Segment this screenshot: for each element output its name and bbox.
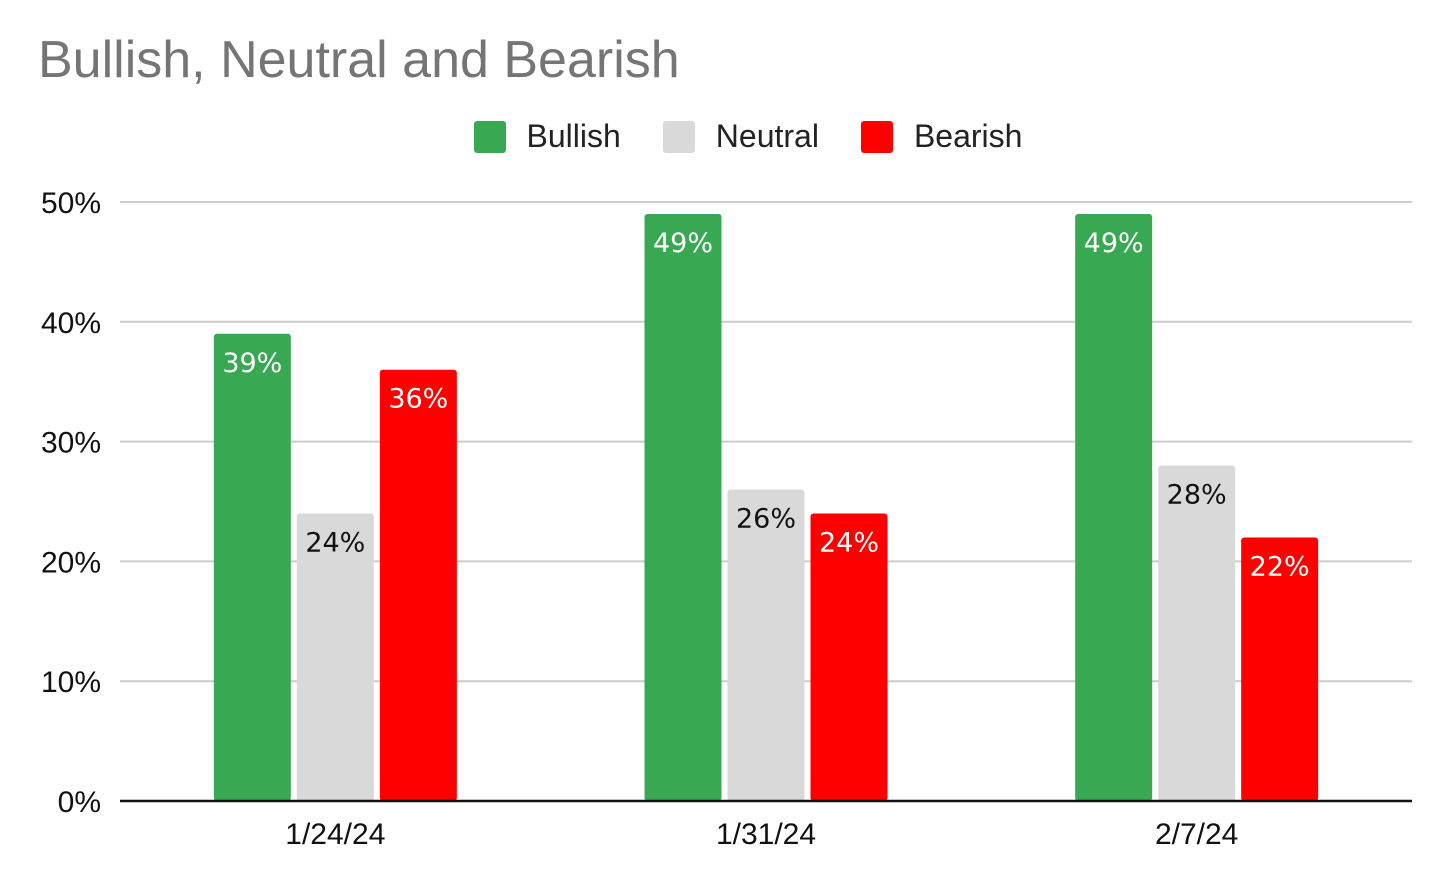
legend-item-bullish: Bullish (473, 118, 621, 155)
bar-neutral (727, 489, 805, 801)
x-tick-label: 1/24/24 (285, 818, 385, 851)
bar-data-label: 28% (1167, 480, 1227, 511)
bar-neutral (296, 513, 374, 801)
bar-bearish (810, 513, 888, 801)
bar-data-label: 36% (388, 384, 448, 415)
legend-swatch-bullish (473, 120, 506, 153)
y-tick-label: 50% (41, 187, 101, 220)
y-tick-label: 10% (41, 666, 101, 699)
legend-label-neutral: Neutral (715, 118, 819, 154)
legend-swatch-neutral (662, 120, 695, 153)
bar-data-label: 49% (653, 228, 713, 259)
legend-label-bullish: Bullish (526, 118, 621, 154)
y-tick-label: 20% (41, 546, 101, 579)
bar-data-label: 22% (1250, 551, 1310, 582)
bar-bullish (644, 213, 722, 802)
bar-data-label: 26% (736, 504, 796, 535)
legend-item-bearish: Bearish (860, 118, 1023, 155)
legend-swatch-bearish (860, 120, 893, 153)
bar-data-label: 24% (819, 527, 879, 558)
x-tick-label: 2/7/24 (1155, 818, 1238, 851)
x-tick-label: 1/31/24 (716, 818, 816, 851)
bar-data-label: 24% (305, 527, 365, 558)
legend-label-bearish: Bearish (913, 118, 1023, 154)
bar-bearish (379, 369, 457, 801)
chart-title: Bullish, Neutral and Bearish (38, 31, 680, 89)
bar-bearish (1241, 537, 1319, 801)
bar-bullish (1075, 213, 1153, 802)
bar-data-label: 39% (222, 348, 282, 379)
legend: Bullish Neutral Bearish (0, 118, 1456, 155)
legend-item-neutral: Neutral (662, 118, 819, 155)
bar-neutral (1158, 465, 1236, 801)
bar-data-label: 49% (1084, 228, 1144, 259)
y-tick-label: 0% (58, 786, 101, 819)
y-tick-label: 30% (41, 427, 101, 460)
bar-bullish (213, 333, 291, 801)
y-tick-label: 40% (41, 307, 101, 340)
